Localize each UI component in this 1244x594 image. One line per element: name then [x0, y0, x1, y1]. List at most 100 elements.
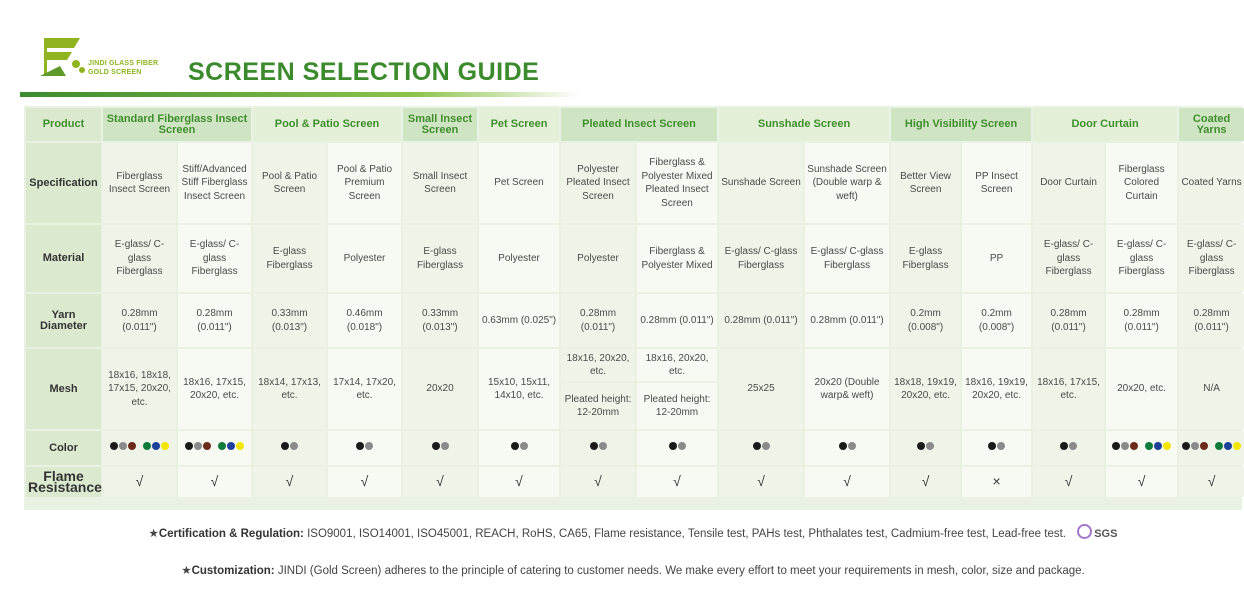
spec-cell: PP Insect Screen	[962, 143, 1032, 223]
row-label-specification: Specification	[26, 143, 101, 223]
spec-cell: Pool & Patio Premium Screen	[328, 143, 402, 223]
swatch-black	[110, 442, 118, 451]
product-header: High Visibility Screen	[891, 108, 1032, 141]
color-swatches	[328, 431, 402, 465]
mesh-cell: 18x14, 17x13, etc.	[253, 349, 327, 429]
pleated-height: Pleated height: 12-20mm	[637, 381, 718, 429]
material-cell: E-glass Fiberglass	[253, 225, 327, 292]
selection-table-wrap: Product Standard Fiberglass Insect Scree…	[24, 106, 1244, 510]
flame-cell: √	[103, 467, 176, 497]
yarn-cell: 0.28mm (0.011")	[805, 294, 890, 347]
mesh-cell: 18x16, 17x15, 20x20, etc.	[178, 349, 252, 429]
color-swatches	[253, 431, 327, 465]
spec-cell: Fiberglass Insect Screen	[103, 143, 176, 223]
yarn-cell: 0.2mm (0.008")	[962, 294, 1032, 347]
mesh-cell: 18x16, 19x19, 20x20, etc.	[962, 349, 1032, 429]
yarn-cell: 0.28mm (0.011")	[719, 294, 804, 347]
swatch-grey	[440, 442, 449, 451]
swatch-black	[431, 442, 440, 451]
color-swatches	[805, 431, 890, 465]
color-swatches	[962, 431, 1032, 465]
swatch-grey	[1191, 442, 1200, 451]
swatch-yellow	[236, 442, 244, 451]
custom-text: JINDI (Gold Screen) adheres to the princ…	[277, 565, 1085, 577]
color-swatches	[103, 431, 176, 465]
mesh-value: 18x16, 20x20, etc.	[566, 352, 630, 378]
yarn-cell: 0.63mm (0.025")	[479, 294, 560, 347]
material-cell: E-glass/ C-glass Fiberglass	[1033, 225, 1105, 292]
swatch-grey	[926, 442, 935, 451]
swatch-blue	[1154, 442, 1163, 451]
mesh-value: 18x16, 20x20, etc.	[645, 352, 709, 378]
product-header: Coated Yarns	[1179, 108, 1244, 141]
swatch-green	[1145, 442, 1154, 451]
mesh-cell: 25x25	[719, 349, 804, 429]
swatch-grey	[677, 442, 686, 451]
flame-cell: √	[479, 467, 560, 497]
material-cell: E-glass/ C-glass Fiberglass	[103, 225, 176, 292]
swatch-blue	[152, 442, 160, 451]
swatch-black	[668, 442, 677, 451]
swatch-brown	[128, 442, 136, 451]
yarn-cell: 0.46mm (0.018")	[328, 294, 402, 347]
color-swatches	[719, 431, 804, 465]
row-label-yarn: Yarn Diameter	[26, 294, 101, 347]
color-swatches	[479, 431, 560, 465]
material-cell: PP	[962, 225, 1032, 292]
flame-cell: √	[1179, 467, 1244, 497]
swatch-grey	[290, 442, 299, 451]
color-swatches	[561, 431, 636, 465]
mesh-cell: N/A	[1179, 349, 1244, 429]
swatch-black	[185, 442, 193, 451]
flame-cell: √	[1106, 467, 1178, 497]
color-swatches	[403, 431, 478, 465]
yarn-cell: 0.28mm (0.011")	[561, 294, 636, 347]
mesh-cell: 15x10, 15x11, 14x10, etc.	[479, 349, 560, 429]
yarn-cell: 0.28mm (0.011")	[1106, 294, 1178, 347]
cert-label: Certification & Regulation:	[158, 528, 304, 540]
sgs-text: SGS	[1094, 528, 1118, 540]
flame-cell: √	[1033, 467, 1105, 497]
product-header: Small Insect Screen	[403, 108, 478, 141]
spec-cell: Pool & Patio Screen	[253, 143, 327, 223]
color-swatches	[1106, 431, 1178, 465]
swatch-blue	[1224, 442, 1233, 451]
flame-cell: √	[561, 467, 636, 497]
flame-cell: √	[637, 467, 718, 497]
yarn-cell: 0.28mm (0.011")	[637, 294, 718, 347]
yarn-cell: 0.28mm (0.011")	[103, 294, 176, 347]
color-swatches	[1033, 431, 1105, 465]
color-row: Color	[26, 431, 1244, 465]
swatch-black	[988, 442, 997, 451]
flame-cell: √	[719, 467, 804, 497]
material-cell: Polyester	[479, 225, 560, 292]
title-underline	[20, 92, 580, 97]
swatch-black	[752, 442, 761, 451]
material-cell: E-glass Fiberglass	[891, 225, 961, 292]
mesh-cell: 18x18, 19x19, 20x20, etc.	[891, 349, 961, 429]
certification-note: ★Certification & Regulation: ISO9001, IS…	[24, 524, 1242, 540]
material-cell: E-glass/ C-glass Fiberglass	[178, 225, 252, 292]
spec-cell: Fiberglass Colored Curtain	[1106, 143, 1178, 223]
swatch-yellow	[1163, 442, 1172, 451]
swatch-black	[917, 442, 926, 451]
yarn-cell: 0.2mm (0.008")	[891, 294, 961, 347]
swatch-black	[589, 442, 598, 451]
swatch-grey	[997, 442, 1006, 451]
swatch-grey	[761, 442, 770, 451]
material-cell: Polyester	[328, 225, 402, 292]
spec-cell: Small Insect Screen	[403, 143, 478, 223]
row-label-material: Material	[26, 225, 101, 292]
swatch-grey	[1069, 442, 1078, 451]
spec-cell: Fiberglass & Polyester Mixed Pleated Ins…	[637, 143, 718, 223]
customization-note: ★Customization: JINDI (Gold Screen) adhe…	[24, 563, 1242, 577]
product-header: Pool & Patio Screen	[253, 108, 402, 141]
swatch-brown	[1200, 442, 1209, 451]
yarn-cell: 0.28mm (0.011")	[1033, 294, 1105, 347]
flame-cell: √	[403, 467, 478, 497]
color-swatches	[178, 431, 252, 465]
product-header: Pet Screen	[479, 108, 560, 141]
swatch-black	[281, 442, 290, 451]
row-label-product: Product	[26, 108, 101, 141]
yarn-cell: 0.33mm (0.013")	[253, 294, 327, 347]
